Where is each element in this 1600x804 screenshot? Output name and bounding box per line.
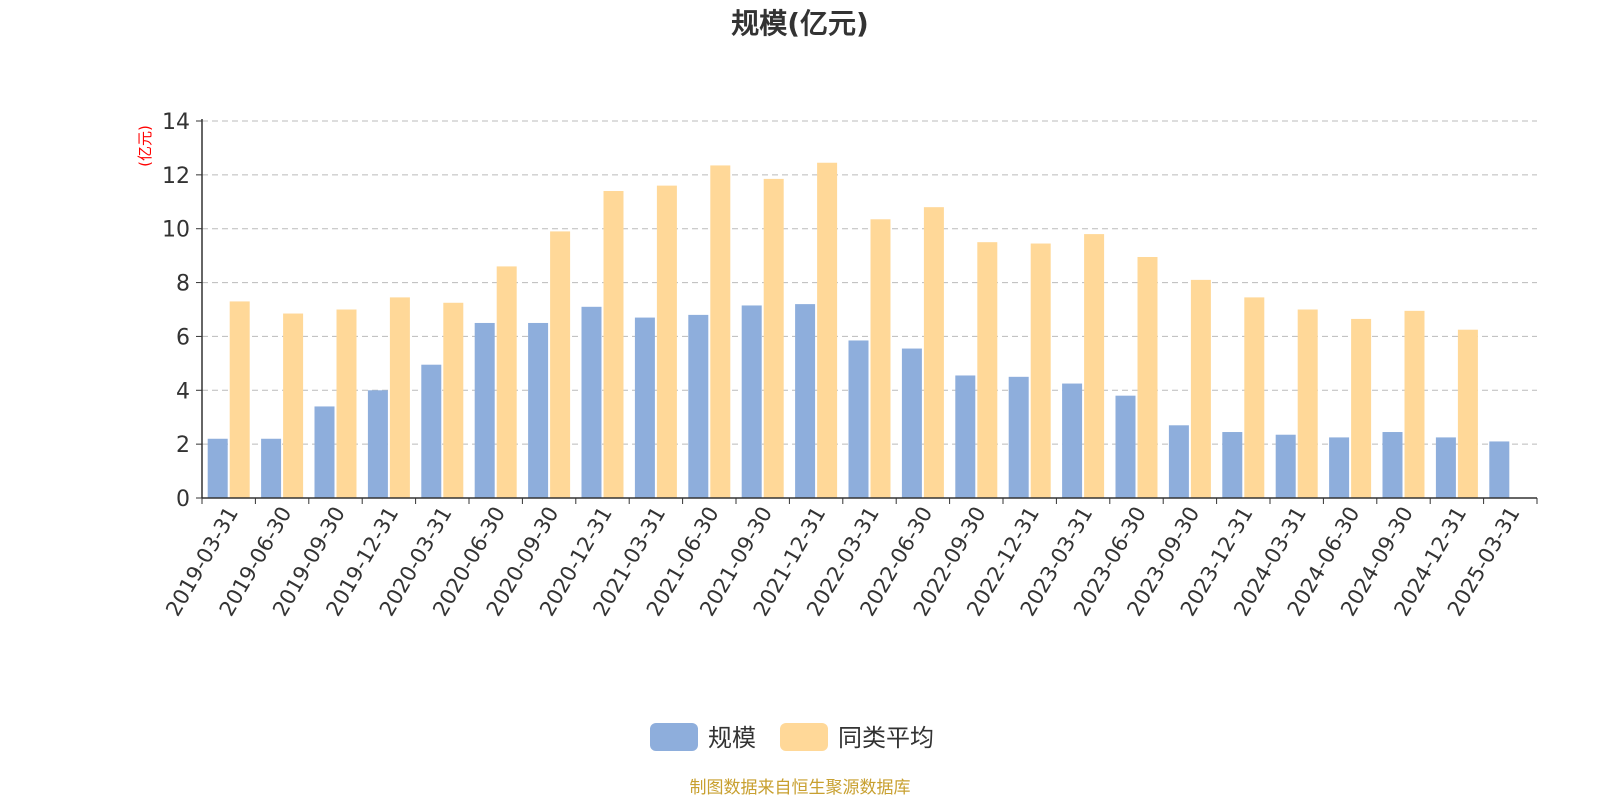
- bar-scale-2024-12-31[interactable]: [1435, 437, 1456, 498]
- bar-scale-2023-09-30[interactable]: [1168, 425, 1189, 498]
- bar-scale-2020-03-31[interactable]: [421, 364, 442, 498]
- bar-peer-average-2021-06-30[interactable]: [710, 165, 731, 499]
- bar-scale-2023-06-30[interactable]: [1115, 395, 1136, 498]
- bar-scale-2022-12-31[interactable]: [1008, 376, 1029, 498]
- bar-scale-2021-06-30[interactable]: [688, 314, 709, 498]
- bar-scale-2023-12-31[interactable]: [1222, 432, 1243, 498]
- legend-item-scale[interactable]: 规模: [650, 723, 756, 752]
- bar-scale-2020-09-30[interactable]: [528, 322, 549, 498]
- bar-scale-2021-03-31[interactable]: [634, 317, 655, 498]
- bar-scale-2019-12-31[interactable]: [367, 390, 388, 498]
- bar-peer-average-2023-03-31[interactable]: [1084, 234, 1105, 498]
- legend-label: 规模: [708, 724, 756, 752]
- bar-peer-average-2021-09-30[interactable]: [763, 178, 784, 498]
- bar-peer-average-2022-03-31[interactable]: [870, 219, 891, 498]
- bar-scale-2024-03-31[interactable]: [1275, 434, 1296, 498]
- bar-scale-2025-03-31[interactable]: [1489, 441, 1510, 498]
- y-axis-label: (亿元): [136, 125, 154, 167]
- bar-peer-average-2023-06-30[interactable]: [1137, 256, 1158, 498]
- bar-peer-average-2020-03-31[interactable]: [443, 302, 464, 498]
- bar-scale-2021-12-31[interactable]: [795, 304, 816, 498]
- bar-peer-average-2022-06-30[interactable]: [923, 207, 944, 498]
- bar-scale-2021-09-30[interactable]: [741, 305, 762, 498]
- y-tick-label: 14: [162, 110, 190, 135]
- y-tick-label: 12: [162, 164, 190, 189]
- bar-scale-2019-03-31[interactable]: [207, 438, 228, 498]
- bar-peer-average-2020-12-31[interactable]: [603, 191, 624, 498]
- bar-peer-average-2024-09-30[interactable]: [1404, 310, 1425, 498]
- bar-peer-average-2021-12-31[interactable]: [817, 162, 838, 498]
- y-tick-label: 2: [176, 433, 190, 458]
- bar-peer-average-2020-09-30[interactable]: [550, 231, 571, 498]
- data-source-note: 制图数据来自恒生聚源数据库: [690, 778, 911, 798]
- bar-peer-average-2024-06-30[interactable]: [1351, 318, 1372, 498]
- bar-peer-average-2022-09-30[interactable]: [977, 242, 998, 498]
- y-tick-label: 4: [176, 379, 190, 404]
- bar-peer-average-2019-03-31[interactable]: [229, 301, 250, 498]
- bar-peer-average-2023-12-31[interactable]: [1244, 297, 1265, 498]
- bar-peer-average-2022-12-31[interactable]: [1030, 243, 1051, 498]
- bar-scale-2024-06-30[interactable]: [1329, 437, 1350, 498]
- bar-peer-average-2024-03-31[interactable]: [1297, 309, 1318, 499]
- bars: [207, 162, 1510, 499]
- bar-scale-2019-06-30[interactable]: [261, 438, 282, 498]
- bar-scale-2023-03-31[interactable]: [1062, 383, 1083, 498]
- bar-scale-2024-09-30[interactable]: [1382, 432, 1403, 498]
- bar-peer-average-2019-09-30[interactable]: [336, 309, 357, 499]
- y-tick-label: 10: [162, 218, 190, 243]
- bar-peer-average-2023-09-30[interactable]: [1190, 279, 1211, 498]
- legend-swatch: [780, 723, 828, 751]
- bar-scale-2022-06-30[interactable]: [901, 348, 922, 498]
- bar-scale-2019-09-30[interactable]: [314, 406, 335, 498]
- bar-scale-2022-03-31[interactable]: [848, 340, 869, 498]
- chart-title: 规模(亿元): [731, 7, 869, 40]
- bar-scale-2020-06-30[interactable]: [474, 322, 495, 498]
- bar-peer-average-2019-12-31[interactable]: [389, 297, 410, 498]
- bar-peer-average-2020-06-30[interactable]: [496, 266, 517, 498]
- legend[interactable]: 规模 同类平均: [650, 723, 934, 752]
- bar-scale-2022-09-30[interactable]: [955, 375, 976, 498]
- y-tick-label: 6: [176, 325, 190, 350]
- bar-scale-2020-12-31[interactable]: [581, 306, 602, 498]
- legend-label: 同类平均: [838, 724, 934, 752]
- bar-peer-average-2019-06-30[interactable]: [283, 313, 304, 498]
- y-tick-label: 8: [176, 272, 190, 297]
- legend-item-peer-average[interactable]: 同类平均: [780, 723, 934, 752]
- legend-swatch: [650, 723, 698, 751]
- bar-peer-average-2021-03-31[interactable]: [656, 185, 677, 498]
- y-tick-label: 0: [176, 487, 190, 512]
- bar-peer-average-2024-12-31[interactable]: [1457, 329, 1478, 498]
